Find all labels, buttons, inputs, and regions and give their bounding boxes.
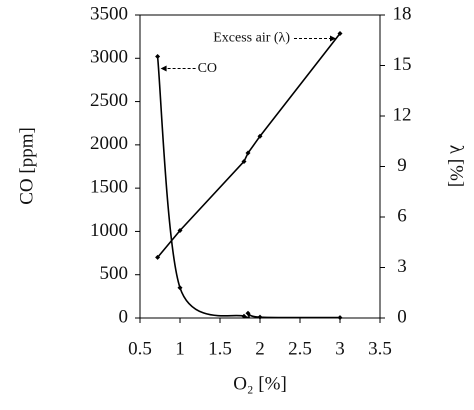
y-tick-label: 2500 (90, 90, 128, 111)
y2-tick-label: 3 (397, 256, 407, 277)
point (337, 31, 343, 37)
y2-tick-label: 12 (393, 104, 412, 125)
x-tick-label: 3 (335, 338, 345, 359)
x-tick-label: 0.5 (128, 338, 152, 359)
point (155, 254, 161, 260)
y2-axis-label: λ [%] (446, 145, 467, 187)
point (245, 310, 251, 316)
x-tick-label: 2 (255, 338, 265, 359)
point (177, 285, 183, 291)
y-tick-label: 0 (119, 306, 129, 327)
series-line (156, 56, 341, 319)
x-axis-label: O₂ [%] (233, 373, 287, 394)
x-tick-label: 1.5 (208, 338, 232, 359)
point (245, 150, 251, 156)
y-tick-label: 3000 (90, 47, 128, 68)
arrow-head (160, 65, 167, 72)
point (257, 133, 263, 139)
legend-label: CO (198, 61, 217, 76)
y2-tick-label: 6 (397, 205, 407, 226)
arrow-head (330, 35, 336, 42)
y2-tick-label: 9 (397, 155, 407, 176)
point (241, 313, 247, 319)
x-tick-label: 1 (175, 338, 185, 359)
series-line (156, 33, 341, 258)
y2-tick-label: 18 (393, 3, 412, 24)
y2-tick-label: 0 (397, 306, 407, 327)
point (257, 314, 263, 320)
legend-label: Excess air (λ) (213, 31, 290, 46)
y-tick-label: 1500 (90, 177, 128, 198)
y-tick-label: 3500 (90, 3, 128, 24)
y-tick-label: 1000 (90, 220, 128, 241)
point (177, 227, 183, 233)
point (337, 315, 343, 321)
x-tick-label: 3.5 (368, 338, 392, 359)
point (241, 158, 247, 164)
point (155, 54, 161, 60)
x-tick-label: 2.5 (288, 338, 312, 359)
y2-tick-label: 15 (393, 54, 412, 75)
y-axis-label: CO [ppm] (16, 127, 37, 205)
y-tick-label: 2000 (90, 133, 128, 154)
y-tick-label: 500 (100, 263, 129, 284)
